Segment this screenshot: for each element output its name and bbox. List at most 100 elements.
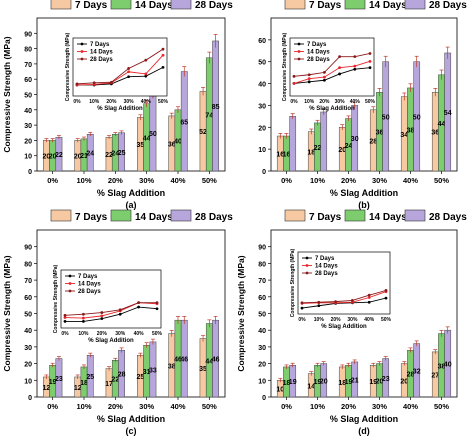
legend-swatch [284,209,306,222]
legend-label: 14 Days [135,0,173,11]
y-tick-label: 60 [24,295,32,302]
y-tick-label: 40 [258,82,266,89]
inset-x-tick-label: 20% [319,99,330,105]
data-label: 23 [382,376,390,383]
inset-point [353,64,357,68]
inset-x-tick-label: 20% [106,99,117,105]
inset-point [63,316,67,319]
inset-x-tick-label: 0% [73,99,81,105]
data-label: 24 [86,151,94,158]
inset-legend-marker [68,274,72,278]
data-label: 38 [168,363,176,370]
inset-series-line [77,66,164,86]
y-tick-label: 90 [258,245,266,252]
y-tick-label: 50 [24,93,32,100]
inset-legend-label: 7 Days [78,274,98,280]
data-label: 28 [118,372,126,379]
inset-x-tick-label: 0% [61,331,69,337]
inset-x-tick-label: 50% [158,99,169,105]
inset-point [300,301,304,305]
data-label: 38 [438,363,446,370]
plot-frame [270,17,458,172]
y-tick-label: 40 [258,328,266,335]
legend-label: 7 Days [75,0,108,11]
data-label: 46 [212,357,220,364]
data-label: 35 [199,366,207,373]
chart-panel-b: 7 Days 14 Days 28 Days01020304050600%16161… [258,0,467,210]
inset-point [317,304,321,308]
y-axis-label: Compressive Strength (MPa) [2,255,12,371]
inset-x-tick-label: 0% [298,317,306,323]
inset-point [307,80,311,84]
inset-frame [60,269,162,329]
legend-swatch [110,0,132,10]
data-label: 20 [376,378,384,385]
y-tick-label: 20 [258,362,266,369]
inset-y-axis-label: Compressive Strength (MPa) [65,32,71,101]
panel-label: (d) [358,426,370,436]
inset-legend-label: 28 Days [90,57,113,63]
inset-x-tick-label: 10% [304,99,315,105]
legend-swatch [284,0,306,10]
data-label: 12 [74,385,82,392]
inset-point [307,73,311,77]
y-tick-label: 30 [24,123,32,130]
inset-x-tick-label: 40% [141,99,152,105]
inset-legend-label: 7 Days [315,256,335,262]
legend: 7 Days 14 Days 28 Days [284,209,467,223]
inset-legend-marker [297,42,301,46]
legend-swatch [50,0,72,10]
inset-x-tick-label: 30% [115,331,126,337]
legend-swatch [110,209,132,222]
data-label: 65 [180,119,188,126]
data-label: 21 [80,153,88,160]
inset-point [367,300,371,304]
legend-label: 7 Days [309,212,342,223]
y-tick-label: 60 [258,295,266,302]
legend-swatch [344,209,366,222]
data-label: 27 [431,372,439,379]
y-axis-label: Compressive Strength (MPa) [2,36,12,152]
inset-point [368,52,372,55]
inset-x-axis-label: % Slag Addition [309,106,355,112]
data-label: 36 [376,130,384,137]
inset-point [334,300,337,304]
x-tick-label: 50% [202,402,217,411]
data-label: 22 [105,152,113,159]
inset-legend-marker [305,264,309,267]
inset-point [82,319,85,323]
inset-series-line [76,48,164,85]
data-label: 19 [49,379,57,386]
x-tick-label: 0% [47,402,58,411]
data-label: 40 [174,138,182,145]
y-tick-label: 70 [258,278,266,285]
data-label: 18 [307,149,315,156]
legend-label: 7 Days [75,212,108,223]
legend: 7 Days 14 Days 28 Days [284,0,467,11]
inset-x-axis-label: % Slag Addition [88,338,134,344]
inset-point [368,59,372,63]
inset-point [338,66,341,70]
data-label: 25 [118,150,126,157]
inset-x-tick-label: 40% [350,99,361,105]
panel-label: (c) [126,426,137,436]
inset-legend-marker [68,282,72,285]
bar [289,116,297,172]
y-tick-label: 10 [24,154,32,161]
inset-legend-label: 28 Days [307,57,330,63]
y-tick-label: 0 [262,395,266,402]
bar [320,111,328,172]
data-label: 18 [338,380,346,387]
data-label: 33 [149,367,157,374]
inset-legend-label: 14 Days [78,282,101,288]
inset-x-tick-label: 30% [124,99,135,105]
inset-y-axis-label: Compressive Strength (MPa) [53,264,59,333]
x-tick-label: 20% [108,402,123,411]
data-label: 18 [283,380,291,387]
data-label: 18 [80,380,88,387]
data-label: 24 [111,151,119,158]
data-label: 16 [276,152,284,159]
data-label: 23 [55,376,63,383]
